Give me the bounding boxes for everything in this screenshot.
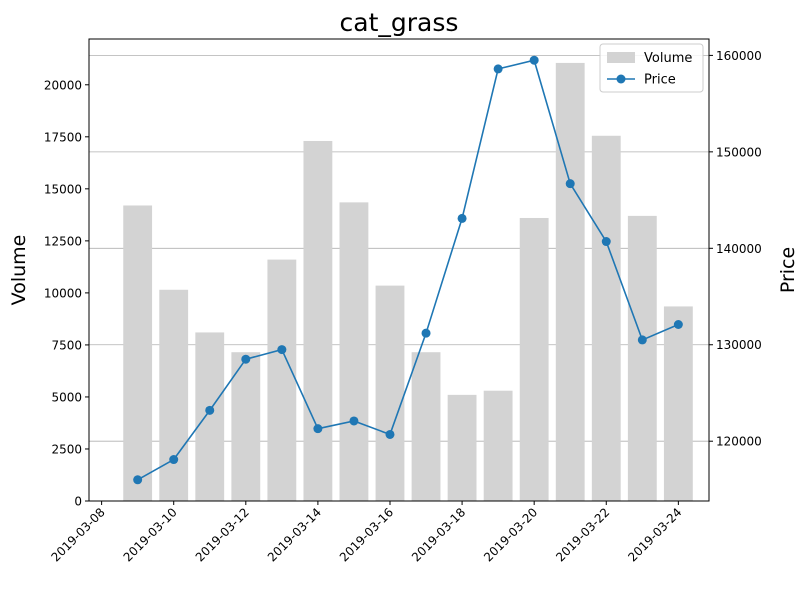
- volume-bar-2019-03-17: [411, 352, 441, 501]
- price-point-2019-03-21: [565, 179, 575, 189]
- x-tick-label: 2019-03-14: [265, 505, 324, 564]
- price-point-2019-03-11: [205, 405, 215, 415]
- x-tick-label: 2019-03-20: [481, 505, 540, 564]
- volume-bar-2019-03-15: [339, 202, 369, 501]
- x-tick-label: 2019-03-12: [193, 505, 252, 564]
- volume-bar-2019-03-11: [195, 332, 225, 501]
- price-point-2019-03-20: [529, 55, 539, 65]
- volume-bar-2019-03-23: [627, 215, 657, 501]
- y-left-tick-label: 7500: [51, 338, 82, 352]
- price-point-2019-03-15: [349, 416, 359, 426]
- volume-bar-2019-03-24: [663, 306, 693, 501]
- volume-bar-2019-03-16: [375, 285, 405, 501]
- x-tick-label: 2019-03-16: [337, 505, 396, 564]
- x-tick-label: 2019-03-10: [121, 505, 180, 564]
- price-point-2019-03-12: [241, 354, 251, 364]
- legend-price-marker: [616, 74, 626, 84]
- legend-volume-swatch: [607, 52, 635, 63]
- y-right-tick-label: 160000: [716, 49, 762, 63]
- price-point-2019-03-24: [673, 319, 683, 329]
- price-point-2019-03-13: [277, 345, 287, 355]
- legend-volume-label: Volume: [644, 51, 692, 66]
- y-left-tick-label: 15000: [44, 182, 82, 196]
- volume-bar-2019-03-19: [483, 390, 513, 501]
- volume-bar-2019-03-22: [591, 135, 621, 501]
- price-point-2019-03-23: [637, 335, 647, 345]
- price-point-2019-03-19: [493, 64, 503, 74]
- y-right-tick-label: 150000: [716, 145, 762, 159]
- price-point-2019-03-17: [421, 328, 431, 338]
- price-point-2019-03-16: [385, 429, 395, 439]
- volume-bar-2019-03-10: [159, 289, 189, 501]
- legend: Volume Price: [599, 43, 704, 93]
- y-left-tick-label: 2500: [51, 442, 82, 456]
- price-point-2019-03-22: [601, 237, 611, 247]
- y-left-tick-label: 0: [74, 495, 82, 509]
- volume-bar-2019-03-20: [519, 217, 549, 502]
- price-point-2019-03-09: [133, 475, 143, 485]
- plot-frame: [88, 38, 710, 502]
- chart-title: cat_grass: [340, 8, 459, 37]
- y-left-tick-label: 12500: [44, 234, 82, 248]
- price-point-2019-03-14: [313, 424, 323, 434]
- price-line: [137, 59, 679, 481]
- price-point-2019-03-10: [169, 455, 179, 465]
- y-axis-left-title: Volume: [8, 235, 30, 306]
- x-tick-label: 2019-03-08: [49, 505, 108, 564]
- legend-price-label: Price: [644, 73, 676, 88]
- volume-bar-2019-03-18: [447, 394, 477, 501]
- y-right-tick-label: 130000: [716, 338, 762, 352]
- x-tick-label: 2019-03-24: [625, 505, 684, 564]
- volume-bar-2019-03-12: [231, 352, 261, 501]
- price-point-2019-03-18: [457, 213, 467, 223]
- y-left-tick-label: 17500: [44, 130, 82, 144]
- x-tick-label: 2019-03-22: [553, 505, 612, 564]
- y-left-tick-label: 20000: [44, 78, 82, 92]
- y-axis-right-title: Price: [777, 247, 799, 293]
- volume-bar-2019-03-14: [303, 140, 333, 502]
- line-layer: [133, 55, 683, 485]
- y-left-tick-label: 10000: [44, 286, 82, 300]
- volume-bar-2019-03-21: [555, 62, 585, 501]
- y-left-tick-label: 5000: [51, 390, 82, 404]
- volume-bar-2019-03-09: [123, 205, 153, 501]
- y-right-tick-label: 120000: [716, 435, 762, 449]
- y-right-tick-label: 140000: [716, 242, 762, 256]
- volume-bar-2019-03-13: [267, 259, 297, 501]
- x-tick-label: 2019-03-18: [409, 505, 468, 564]
- bar-layer: [123, 62, 693, 502]
